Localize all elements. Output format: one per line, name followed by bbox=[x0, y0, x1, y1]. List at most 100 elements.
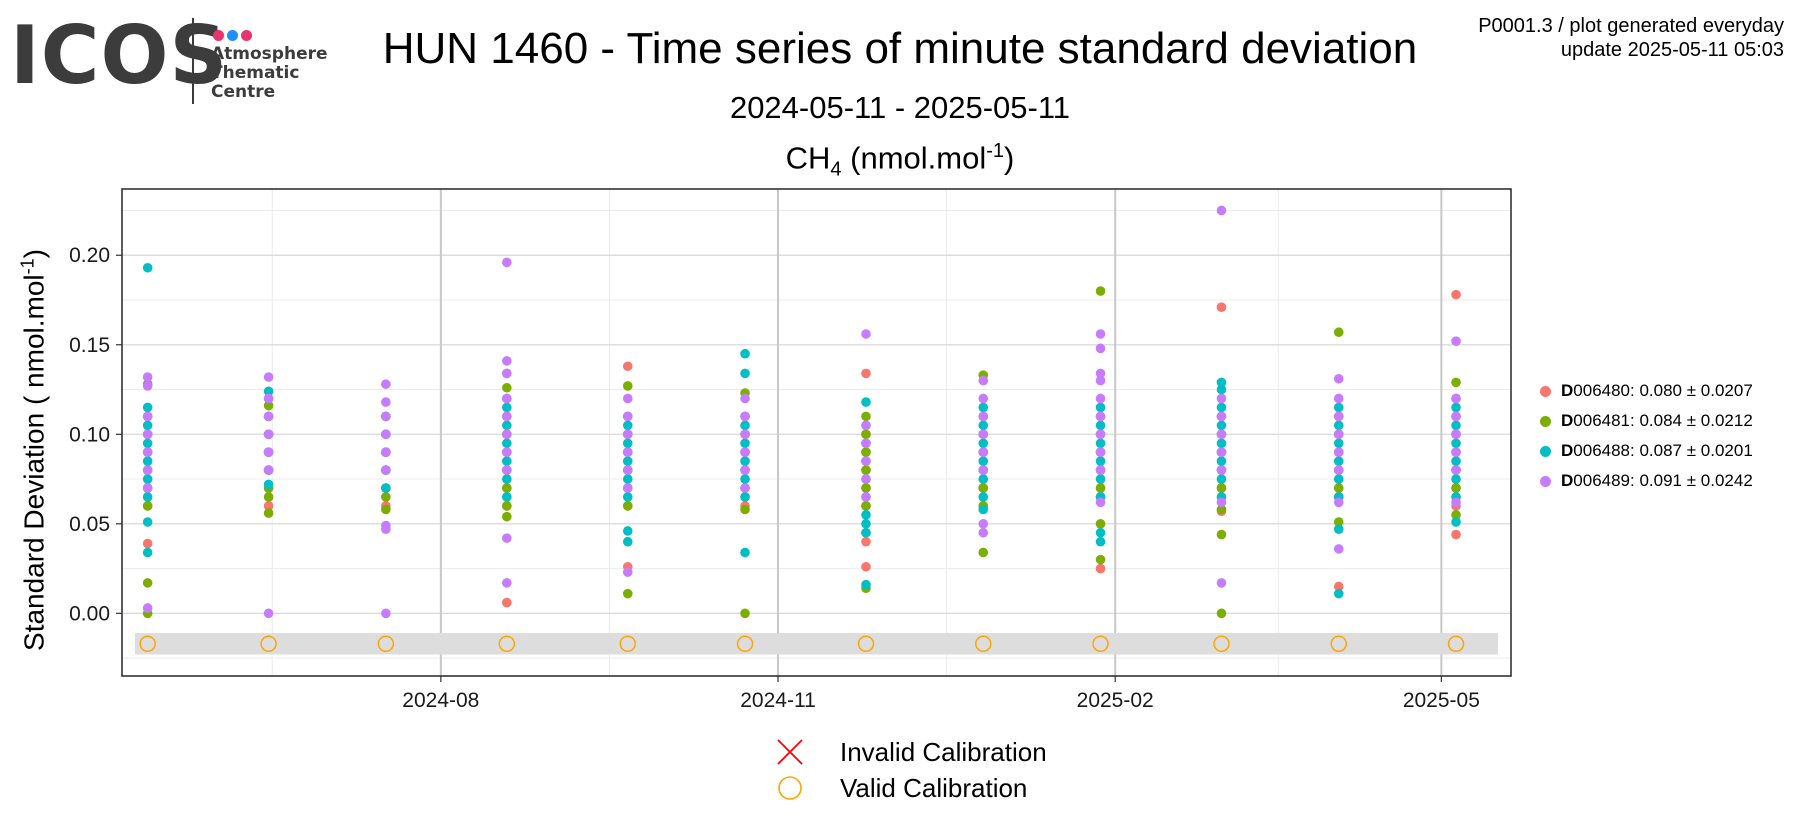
data-point bbox=[263, 508, 274, 518]
data-point bbox=[622, 588, 633, 599]
legend-item: D006480: 0.080 ± 0.0207 bbox=[1540, 376, 1753, 406]
data-point bbox=[1095, 393, 1106, 404]
data-point bbox=[1333, 373, 1344, 384]
data-point bbox=[1451, 517, 1461, 527]
x-tick-label: 2025-02 bbox=[1077, 689, 1154, 712]
data-point bbox=[1333, 429, 1344, 440]
plot-border bbox=[121, 188, 1512, 677]
data-point bbox=[861, 420, 871, 431]
date-range: 2024-05-11 - 2025-05-11 bbox=[729, 90, 1071, 125]
data-point bbox=[142, 474, 153, 484]
data-point bbox=[381, 492, 391, 502]
data-point bbox=[381, 411, 391, 422]
data-point bbox=[502, 402, 512, 413]
data-point bbox=[861, 329, 871, 339]
data-point bbox=[1095, 329, 1106, 339]
data-point bbox=[1451, 465, 1461, 475]
data-point bbox=[1451, 377, 1461, 388]
data-point bbox=[1216, 529, 1227, 540]
logo-wordmark: ICOS bbox=[10, 9, 229, 102]
circle-stroke bbox=[778, 776, 802, 800]
valid-calibration-marker bbox=[1447, 635, 1465, 653]
data-point bbox=[1216, 302, 1227, 312]
data-point bbox=[381, 465, 391, 475]
data-point bbox=[1095, 286, 1106, 296]
data-point bbox=[978, 420, 989, 431]
valid-calibration-label: Valid Calibration bbox=[840, 772, 1028, 803]
data-point bbox=[978, 375, 989, 386]
data-point bbox=[861, 474, 871, 484]
data-point bbox=[1451, 393, 1461, 404]
legend-invalid-calibration: Invalid Calibration bbox=[770, 734, 1047, 770]
data-point bbox=[502, 368, 512, 379]
logo-dots bbox=[213, 28, 255, 42]
data-point bbox=[263, 411, 274, 422]
data-point bbox=[502, 597, 512, 608]
data-point bbox=[861, 465, 871, 475]
data-point bbox=[1333, 420, 1344, 431]
data-point bbox=[502, 356, 512, 366]
data-point bbox=[1333, 474, 1344, 484]
data-point bbox=[1333, 465, 1344, 475]
data-point bbox=[1095, 429, 1106, 440]
data-point bbox=[1451, 411, 1461, 422]
data-point bbox=[1333, 327, 1344, 338]
data-point bbox=[1333, 581, 1344, 592]
data-point bbox=[502, 578, 512, 588]
logo-subtitle-line: Centre bbox=[211, 82, 276, 102]
data-point bbox=[1451, 483, 1461, 493]
data-point bbox=[622, 456, 633, 466]
data-point bbox=[978, 527, 989, 538]
legend-stats: : 0.087 ± 0.0201 bbox=[1630, 441, 1753, 460]
legend-label: D006480: 0.080 ± 0.0207 bbox=[1561, 381, 1753, 401]
legend-prefix: D bbox=[1561, 411, 1574, 430]
data-point bbox=[622, 501, 633, 511]
data-point bbox=[1216, 377, 1227, 388]
data-point bbox=[1333, 411, 1344, 422]
data-point bbox=[502, 533, 512, 543]
legend-valid-calibration: Valid Calibration bbox=[770, 770, 1047, 806]
data-point bbox=[1216, 447, 1227, 457]
valid-calibration-marker bbox=[1330, 635, 1347, 653]
data-point bbox=[502, 492, 512, 502]
data-point bbox=[502, 429, 512, 440]
data-point bbox=[861, 579, 871, 590]
data-point bbox=[978, 519, 989, 529]
data-point bbox=[1216, 205, 1227, 216]
data-point bbox=[263, 447, 274, 457]
data-point bbox=[502, 447, 512, 457]
data-point bbox=[142, 465, 153, 475]
data-point bbox=[1095, 563, 1106, 574]
calibration-legend: Invalid Calibration Valid Calibration bbox=[770, 734, 1047, 806]
data-point bbox=[263, 492, 274, 502]
data-point bbox=[861, 561, 871, 572]
data-point bbox=[622, 447, 633, 457]
logo-subtitle-line: Thematic bbox=[211, 63, 300, 83]
data-point bbox=[142, 538, 153, 549]
data-point bbox=[142, 402, 153, 413]
data-point bbox=[978, 465, 989, 475]
data-point bbox=[1216, 420, 1227, 431]
data-point bbox=[502, 501, 512, 511]
data-point bbox=[740, 447, 750, 457]
data-point bbox=[502, 393, 512, 404]
data-point bbox=[263, 479, 274, 490]
data-point bbox=[622, 411, 633, 422]
data-point bbox=[1216, 438, 1227, 449]
data-point bbox=[1216, 429, 1227, 440]
data-point bbox=[263, 386, 274, 397]
data-point bbox=[740, 483, 750, 493]
plot-panel bbox=[122, 189, 1511, 676]
data-point bbox=[740, 465, 750, 475]
data-point bbox=[622, 465, 633, 475]
data-point bbox=[502, 465, 512, 475]
data-point bbox=[1451, 289, 1461, 300]
data-point bbox=[1451, 336, 1461, 346]
data-point bbox=[263, 372, 274, 382]
data-point bbox=[142, 429, 153, 440]
data-point bbox=[142, 578, 153, 588]
data-point bbox=[622, 393, 633, 404]
data-point bbox=[381, 429, 391, 440]
y-tick-label: 0.00 bbox=[69, 602, 110, 625]
